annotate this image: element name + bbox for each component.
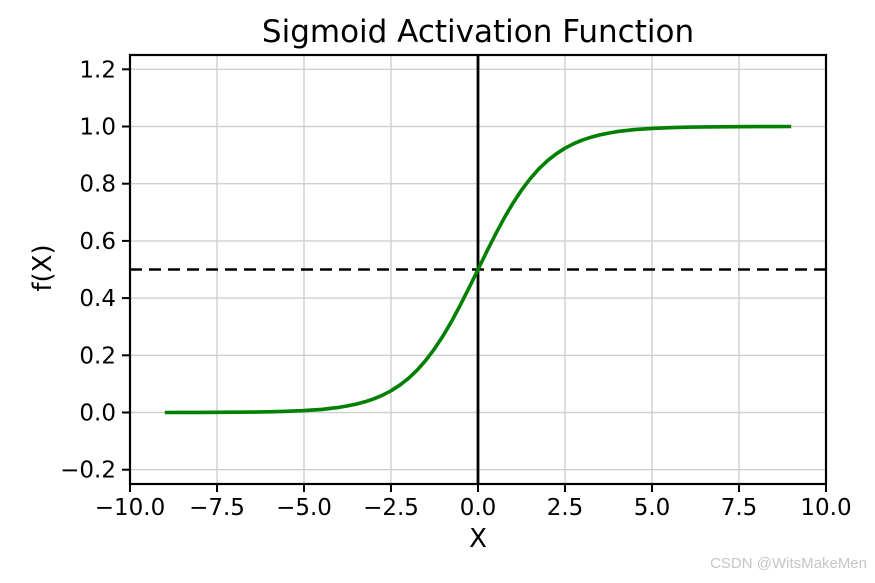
y-tick-label: 0.0 <box>79 401 116 427</box>
x-tick-label: 2.5 <box>547 495 584 521</box>
x-tick-label: −10.0 <box>95 495 165 521</box>
chart-title: Sigmoid Activation Function <box>261 14 695 50</box>
y-tick-label: 0.8 <box>79 172 116 198</box>
y-tick-label: 1.0 <box>79 115 116 141</box>
y-tick-label: −0.2 <box>60 458 116 484</box>
x-tick-label: −5.0 <box>276 495 332 521</box>
x-tick-label: −7.5 <box>189 495 245 521</box>
y-tick-label: 0.6 <box>79 229 116 255</box>
y-tick-label: 0.2 <box>79 343 116 369</box>
x-tick-label: −2.5 <box>363 495 419 521</box>
x-axis-label: X <box>469 524 487 554</box>
series-sigmoid-curve <box>164 124 792 415</box>
x-tick-label: 0.0 <box>460 495 497 521</box>
y-tick-label: 1.2 <box>79 57 116 83</box>
x-tick-label: 7.5 <box>721 495 758 521</box>
x-tick-label: 5.0 <box>634 495 671 521</box>
x-tick-label: 10.0 <box>800 495 851 521</box>
axes-frame <box>128 53 828 486</box>
watermark-text: CSDN @WitsMakeMen <box>710 555 867 572</box>
y-tick-label: 0.4 <box>79 286 116 312</box>
y-axis-label: f(X) <box>28 244 58 292</box>
